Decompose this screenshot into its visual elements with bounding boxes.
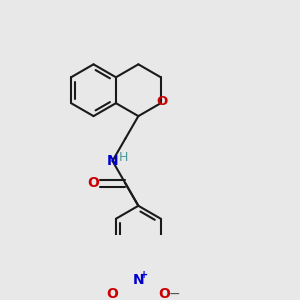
Text: O: O — [87, 176, 99, 190]
Text: −: − — [169, 287, 180, 300]
Text: O: O — [157, 95, 168, 108]
Text: N: N — [133, 273, 144, 286]
Text: O: O — [158, 287, 170, 300]
Text: O: O — [106, 287, 119, 300]
Text: +: + — [140, 270, 148, 280]
Text: N: N — [107, 154, 118, 168]
Text: H: H — [119, 151, 128, 164]
